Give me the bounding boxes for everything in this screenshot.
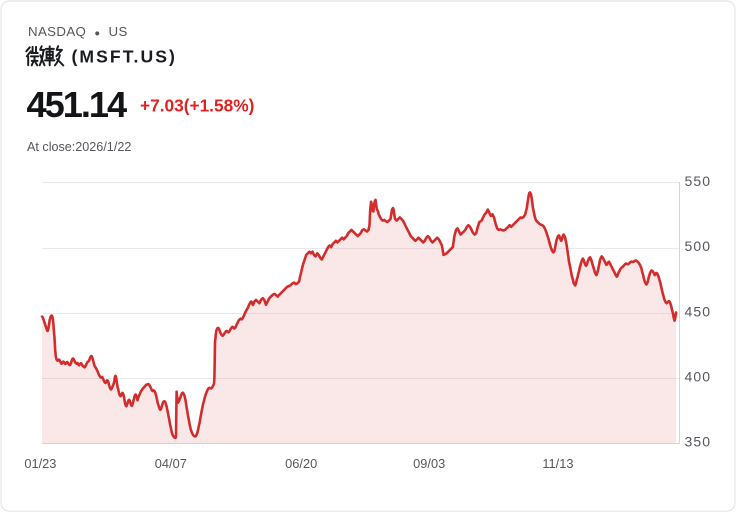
svg-text:09/03: 09/03 bbox=[413, 456, 445, 471]
svg-text:NASDAQ ● US: NASDAQ ● US bbox=[28, 24, 128, 39]
svg-text:451.14: 451.14 bbox=[27, 84, 128, 125]
svg-text:At close:2026/1/22: At close:2026/1/22 bbox=[27, 140, 131, 154]
svg-text:550: 550 bbox=[685, 173, 712, 189]
svg-text:500: 500 bbox=[685, 238, 712, 254]
svg-text:11/13: 11/13 bbox=[542, 456, 573, 471]
svg-text:04/07: 04/07 bbox=[155, 456, 187, 471]
svg-text:+7.03(+1.58%): +7.03(+1.58%) bbox=[140, 96, 254, 116]
svg-text:01/23: 01/23 bbox=[24, 456, 56, 471]
svg-text:400: 400 bbox=[685, 369, 712, 385]
svg-text:(MSFT.US): (MSFT.US) bbox=[72, 46, 177, 66]
svg-text:450: 450 bbox=[685, 303, 712, 319]
svg-text:06/20: 06/20 bbox=[285, 456, 317, 471]
svg-text:350: 350 bbox=[685, 434, 712, 450]
